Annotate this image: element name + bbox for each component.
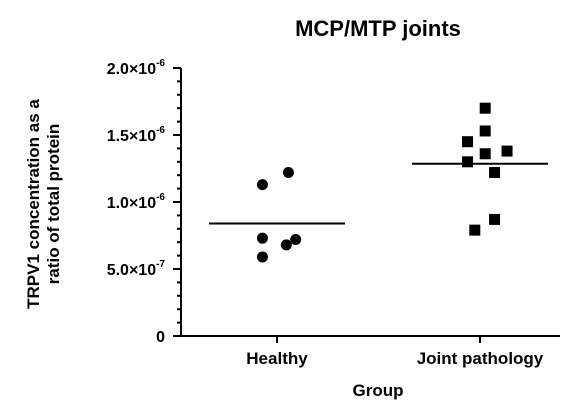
- data-point-square: [479, 148, 491, 160]
- data-point-circle: [282, 167, 294, 179]
- y-axis-label-line-2: ratio of total protein: [44, 124, 63, 285]
- data-point-square: [462, 136, 474, 148]
- y-tick-label: 1.5×10-6: [107, 125, 166, 145]
- data-point-square: [469, 224, 481, 236]
- data-point-circle: [256, 179, 268, 191]
- data-point-circle: [290, 234, 302, 246]
- data-point-square: [489, 213, 501, 225]
- data-point-square: [489, 167, 501, 179]
- y-tick-label: 2.0×10-6: [107, 58, 166, 78]
- data-point-square: [501, 145, 513, 157]
- mean-lines: [209, 162, 548, 225]
- y-ticks: 0 5.0×10-7 1.0×10-6 1.5×10-6 2.0×10-6: [107, 58, 181, 346]
- x-category-label: Healthy: [246, 349, 308, 368]
- data-point-square: [479, 125, 491, 137]
- data-point-circle: [256, 232, 268, 244]
- x-category-labels: Healthy Joint pathology: [246, 349, 544, 368]
- x-category-label: Joint pathology: [417, 349, 544, 368]
- data-points: [256, 102, 513, 263]
- y-tick-label: 0: [156, 329, 165, 346]
- data-point-circle: [280, 239, 292, 251]
- y-axis-label-line-1: TRPV1 concentration as a: [24, 99, 43, 309]
- chart-title: MCP/MTP joints: [295, 16, 461, 41]
- y-axis-label: TRPV1 concentration as a ratio of total …: [24, 99, 63, 309]
- axes: [180, 68, 560, 343]
- x-axis-label: Group: [353, 381, 404, 400]
- data-point-square: [479, 102, 491, 114]
- y-tick-label: 1.0×10-6: [107, 192, 166, 212]
- y-tick-label: 5.0×10-7: [107, 259, 166, 279]
- data-point-square: [462, 156, 474, 168]
- data-point-circle: [256, 251, 268, 263]
